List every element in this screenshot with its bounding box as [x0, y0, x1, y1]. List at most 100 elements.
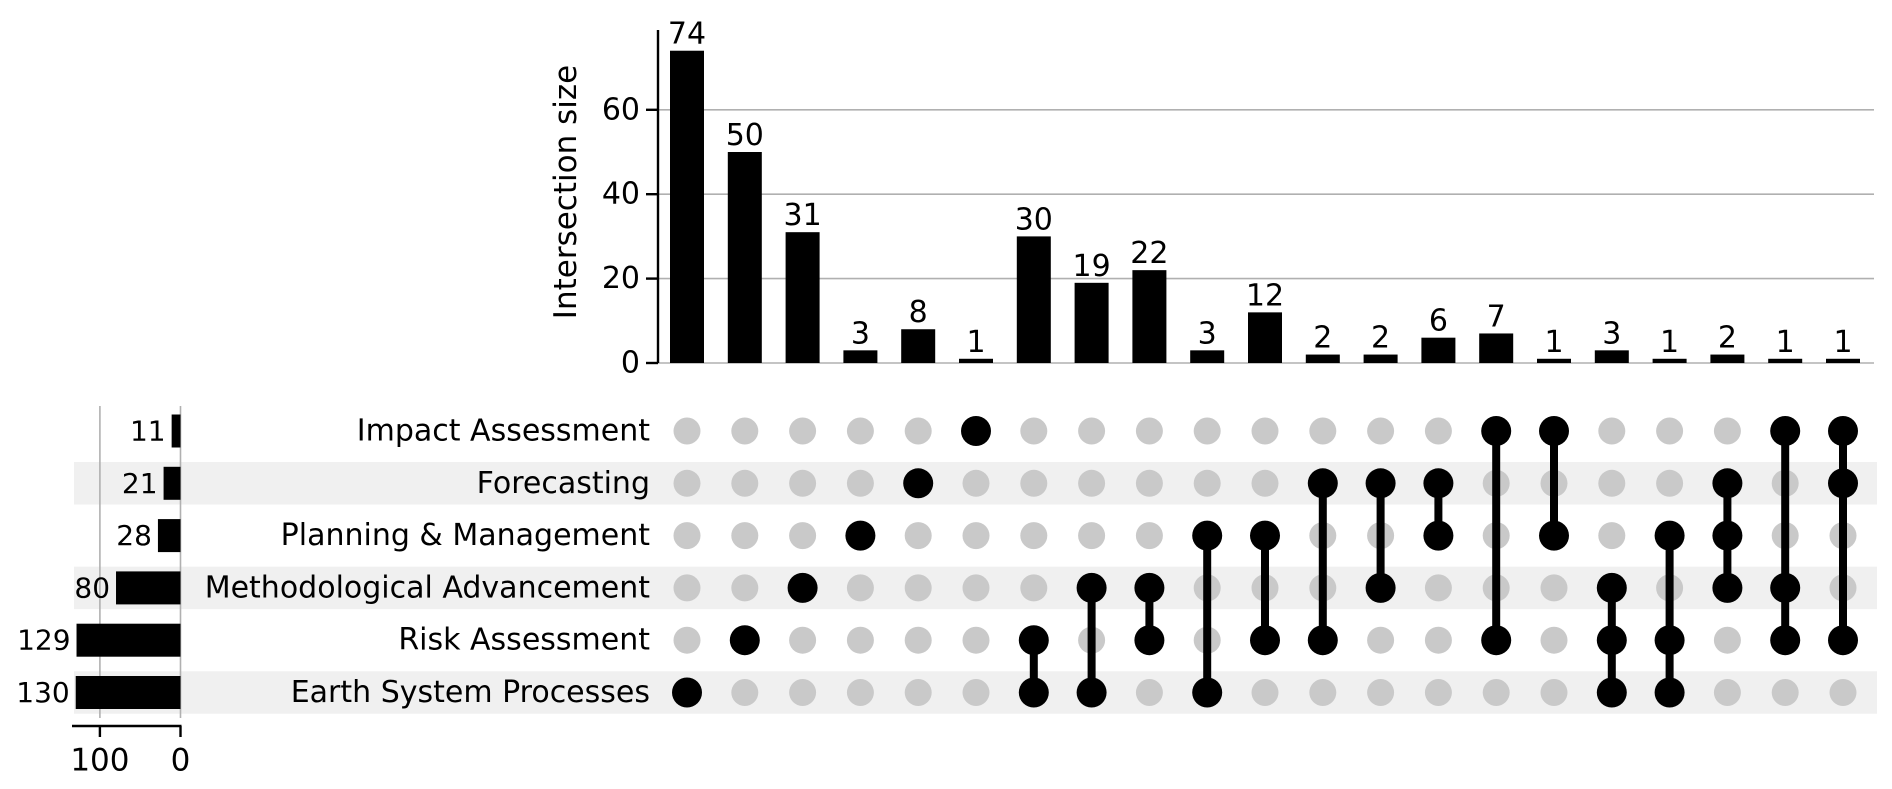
- matrix-dot-active: [1654, 677, 1685, 708]
- matrix-dot-inactive: [1713, 679, 1741, 706]
- matrix-dot-inactive: [1367, 417, 1395, 445]
- intersection-bar-label: 1: [966, 325, 985, 360]
- matrix-dot-active: [729, 625, 760, 656]
- intersection-bar: [1479, 333, 1514, 363]
- matrix-dot-inactive: [962, 522, 990, 550]
- matrix-dot-active: [1712, 468, 1743, 499]
- y-axis-tick-label: 40: [602, 177, 640, 212]
- matrix-dot-active: [787, 572, 818, 603]
- matrix-dot-inactive: [1251, 417, 1279, 445]
- matrix-dot-inactive: [673, 574, 701, 602]
- intersection-bar: [1710, 354, 1745, 363]
- matrix-dot-inactive: [789, 469, 817, 497]
- matrix-dot-active: [1596, 625, 1627, 656]
- matrix-dot-inactive: [846, 626, 874, 654]
- intersection-bar-label: 19: [1073, 249, 1111, 284]
- matrix-dot-inactive: [1193, 469, 1221, 497]
- matrix-dot-inactive: [904, 574, 932, 602]
- intersection-bar-label: 74: [668, 17, 706, 52]
- intersection-bar-label: 1: [1544, 325, 1563, 360]
- matrix-dot-inactive: [1135, 417, 1163, 445]
- matrix-dot-active: [1134, 625, 1165, 656]
- set-label: Methodological Advancement: [205, 570, 651, 605]
- matrix-dot-active: [1076, 677, 1107, 708]
- matrix-dot-inactive: [1367, 626, 1395, 654]
- intersection-bar-label: 2: [1718, 321, 1737, 356]
- set-total-bar: [116, 571, 181, 605]
- matrix-dot-inactive: [1135, 679, 1163, 706]
- matrix-dot-inactive: [846, 417, 874, 445]
- matrix-dot-inactive: [731, 417, 759, 445]
- matrix-dot-active: [1539, 520, 1569, 551]
- set-label: Risk Assessment: [398, 623, 650, 658]
- y-axis-tick-label: 60: [602, 92, 640, 127]
- intersection-bar-label: 50: [726, 118, 764, 153]
- matrix-dot-inactive: [1309, 679, 1337, 706]
- matrix-dot-inactive: [673, 522, 701, 550]
- intersection-bar: [1363, 354, 1398, 363]
- matrix-dot-active: [1250, 520, 1280, 551]
- matrix-dot-active: [1423, 520, 1454, 551]
- matrix-dot-inactive: [1367, 679, 1395, 706]
- matrix-dot-inactive: [904, 679, 932, 706]
- matrix-dot-inactive: [1598, 469, 1626, 497]
- set-total-label: 21: [122, 467, 158, 500]
- set-total-bar: [75, 676, 181, 709]
- matrix-dot-inactive: [1020, 574, 1048, 602]
- matrix-dot-active: [1770, 572, 1801, 603]
- matrix-dot-inactive: [904, 417, 932, 445]
- matrix-dot-active: [1365, 468, 1396, 499]
- set-total-bar: [157, 519, 181, 553]
- intersection-bar: [1190, 350, 1225, 363]
- matrix-dot-inactive: [1251, 679, 1279, 706]
- intersection-bar-label: 1: [1776, 325, 1795, 360]
- set-total-label: 11: [130, 415, 166, 448]
- y-axis-tick-label: 0: [621, 346, 640, 381]
- matrix-dot-active: [1018, 625, 1049, 656]
- intersection-bar-label: 7: [1487, 299, 1506, 334]
- matrix-dot-active: [961, 416, 991, 446]
- matrix-dot-inactive: [1598, 417, 1626, 445]
- matrix-dot-inactive: [1424, 574, 1452, 602]
- matrix-dot-inactive: [1135, 522, 1163, 550]
- matrix-dot-inactive: [1078, 522, 1106, 550]
- matrix-dot-inactive: [904, 626, 932, 654]
- intersection-bar-label: 2: [1313, 321, 1332, 356]
- matrix-dot-inactive: [789, 417, 817, 445]
- matrix-dot-active: [1596, 677, 1627, 708]
- matrix-dot-inactive: [1020, 417, 1048, 445]
- matrix-dot-inactive: [1713, 417, 1741, 445]
- intersection-bar: [1537, 358, 1571, 363]
- matrix-dot-active: [845, 520, 876, 551]
- matrix-dot-active: [1307, 625, 1338, 656]
- matrix-dot-inactive: [1771, 679, 1799, 706]
- intersection-bar-label: 3: [851, 316, 870, 351]
- intersection-bar-label: 6: [1429, 304, 1448, 339]
- set-label: Planning & Management: [281, 518, 651, 553]
- matrix-dot-inactive: [1424, 679, 1452, 706]
- intersection-axis-title: Intersection size: [548, 65, 584, 319]
- matrix-dot-inactive: [1598, 522, 1626, 550]
- intersection-bar: [1248, 312, 1282, 363]
- matrix-dot-inactive: [962, 626, 990, 654]
- set-label: Forecasting: [477, 466, 650, 501]
- intersection-bar: [1421, 337, 1456, 363]
- matrix-dot-inactive: [1193, 417, 1221, 445]
- matrix-dot-inactive: [1309, 417, 1337, 445]
- intersection-bar-label: 1: [1833, 325, 1852, 360]
- matrix-dot-inactive: [846, 469, 874, 497]
- matrix-dot-inactive: [1482, 679, 1510, 706]
- matrix-dot-inactive: [1251, 469, 1279, 497]
- matrix-dot-active: [1076, 572, 1107, 603]
- set-label: Impact Assessment: [357, 414, 650, 449]
- matrix-dot-inactive: [846, 679, 874, 706]
- matrix-dot-inactive: [1540, 626, 1568, 654]
- matrix-dot-inactive: [1540, 574, 1568, 602]
- matrix-dot-inactive: [846, 574, 874, 602]
- matrix-dot-active: [1770, 416, 1801, 446]
- intersection-bar: [1305, 354, 1340, 363]
- intersection-bar-label: 3: [1602, 316, 1621, 351]
- intersection-bar: [1594, 350, 1629, 363]
- matrix-dot-inactive: [1829, 679, 1857, 706]
